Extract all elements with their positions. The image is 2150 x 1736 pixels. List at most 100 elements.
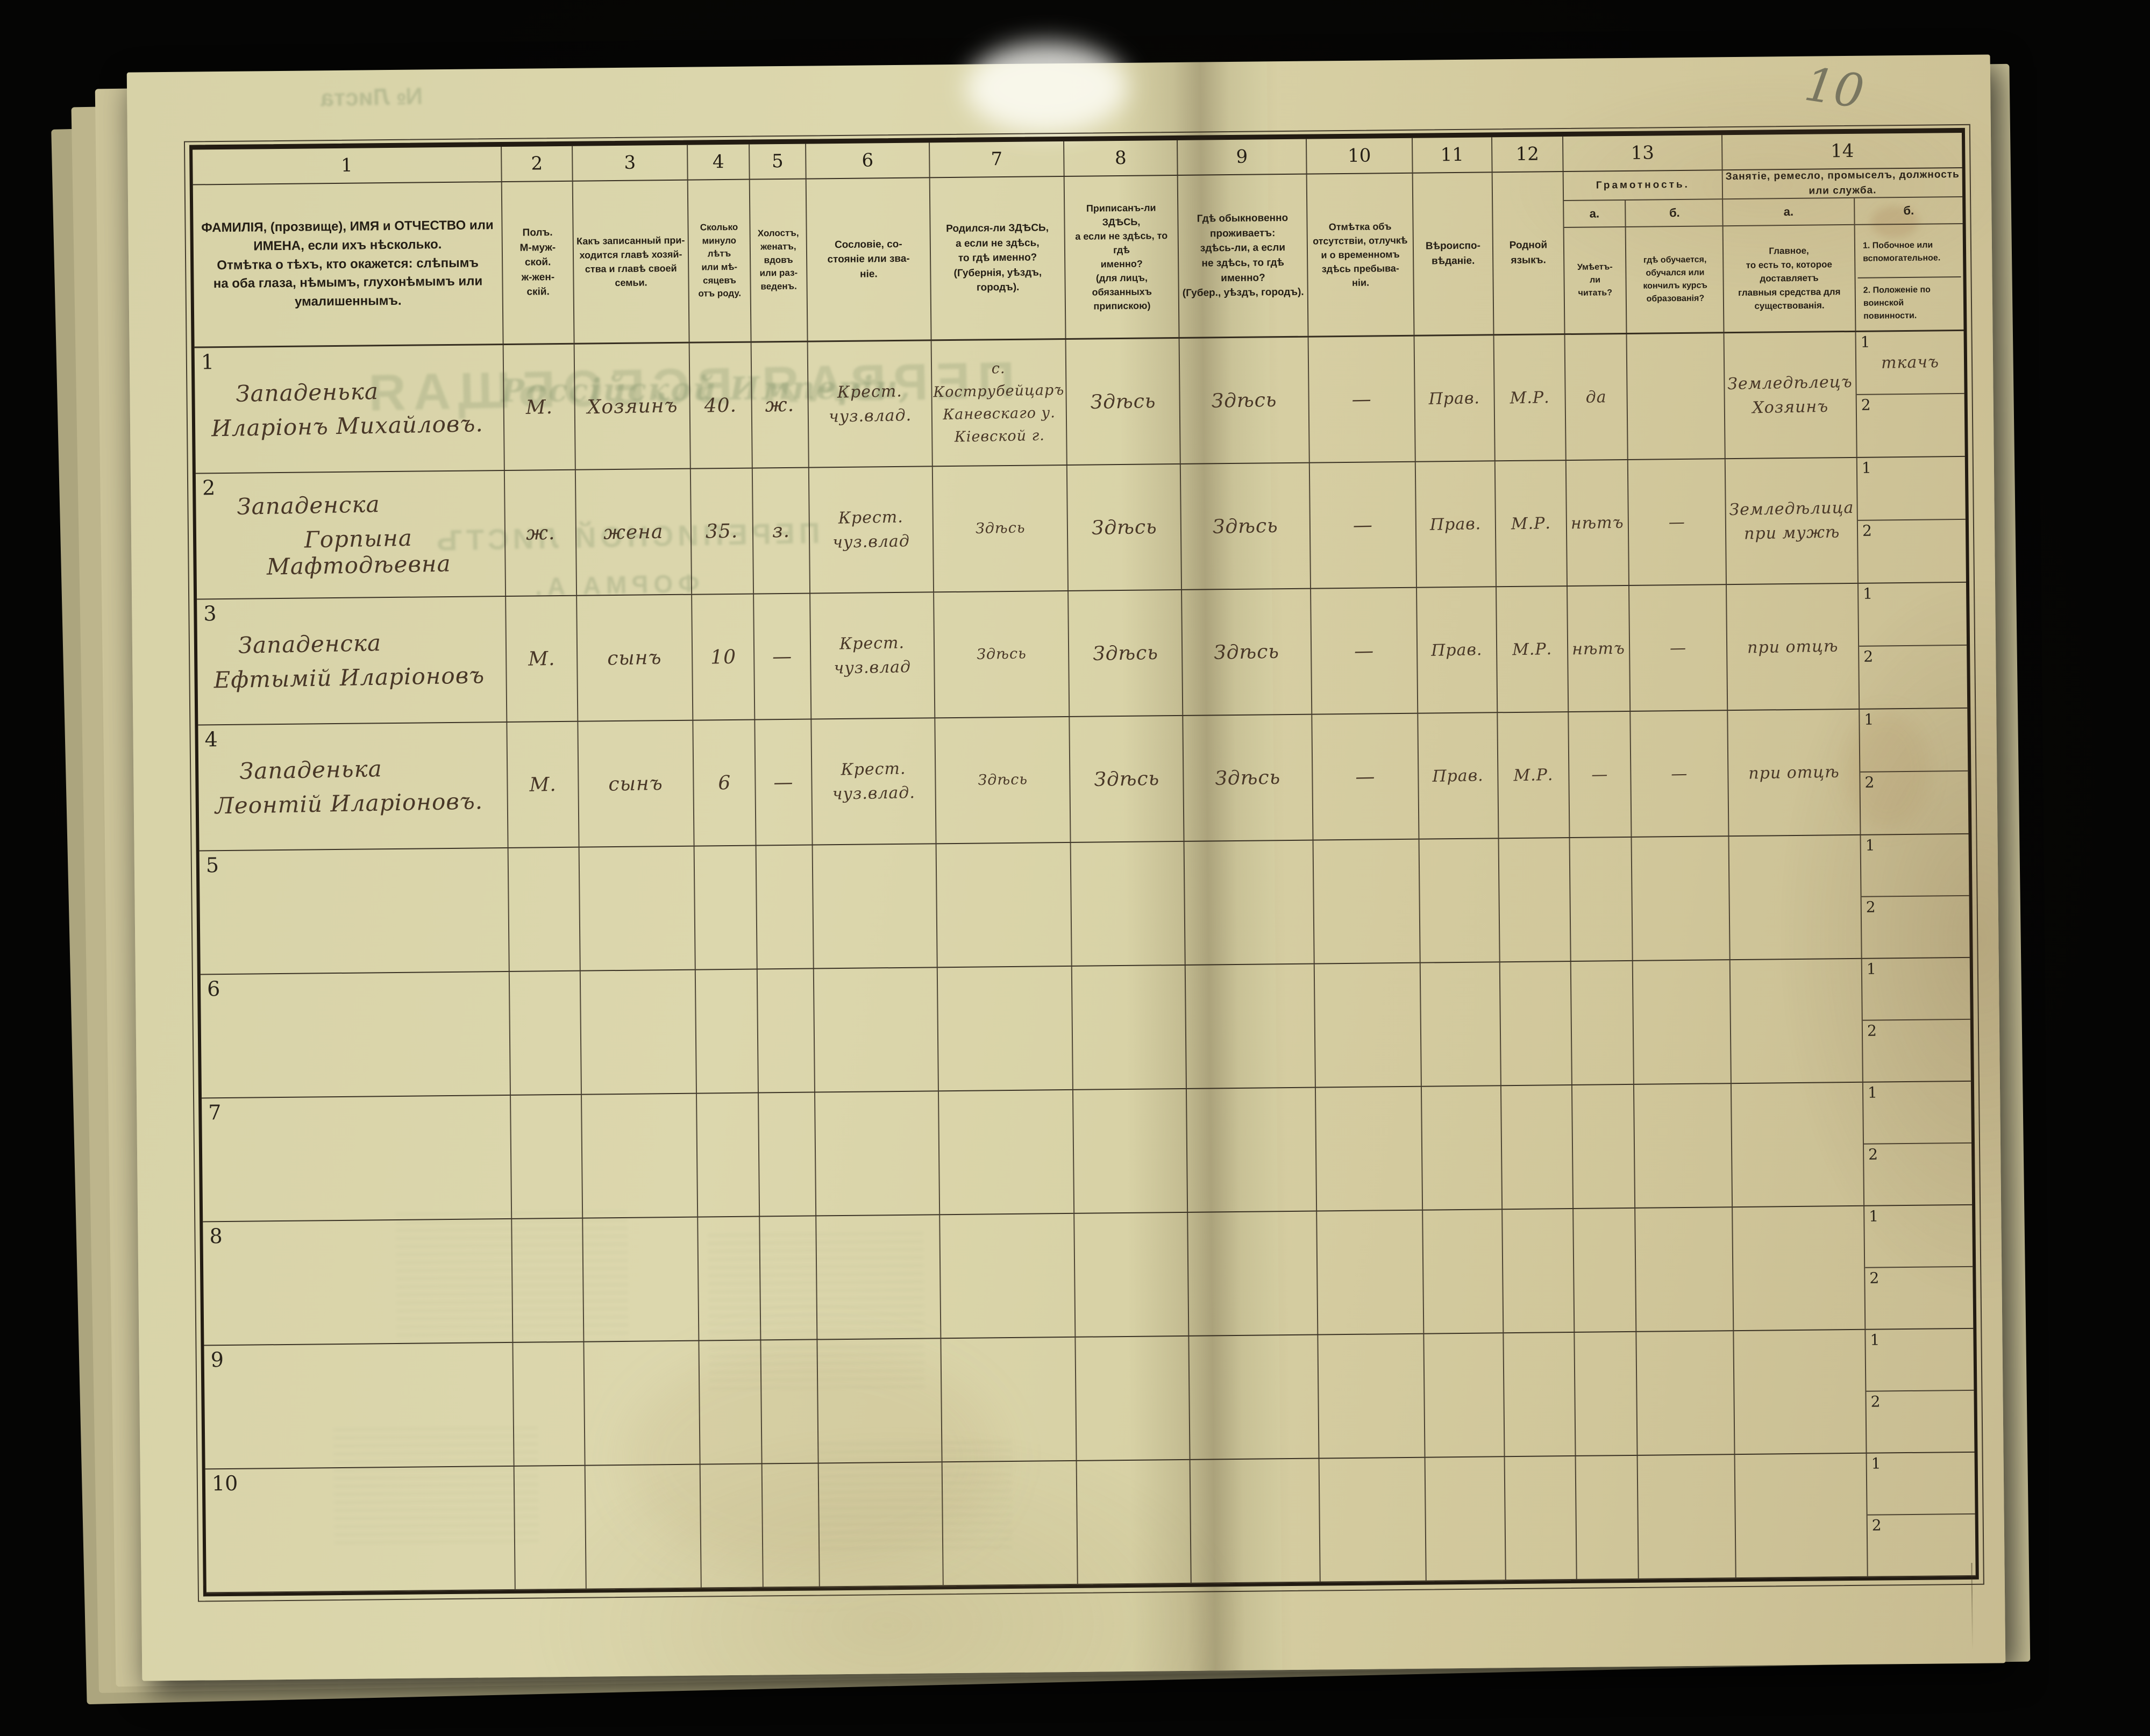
hw-given-name: Ефтымій Иларіоновъ [213,662,485,694]
cell-occupation-main [1734,1330,1867,1454]
hw-absence: — [1355,765,1376,788]
cell-occupation-main [1735,1453,1868,1578]
hw-registered: Здѣсь [1091,516,1157,539]
cell-literacy-education [1632,837,1731,960]
header-literacy-title: Грамотность. [1563,170,1722,202]
hw-sex: М. [529,773,557,796]
cell-relation [583,1217,700,1341]
table-row: 5 1 2 [199,834,1970,975]
cell-relation: сынъ [577,595,694,721]
header-occupation-b: 1. Побочное или вспомогательное. 2. Поло… [1855,224,1964,331]
cell-age [697,1093,760,1217]
header-religion: Вѣроиспо- вѣданіе. [1413,173,1494,335]
cell-language [1501,1085,1574,1209]
hw-estate: Крест. чуз.влад. [832,759,916,804]
cell-marital [756,845,814,969]
hw-religion: Прав. [1432,766,1484,786]
cell-name: 5 [199,848,510,974]
row-number: 5 [205,853,219,877]
header-marital: Холостъ, женатъ, вдовъ или раз- веденъ. [750,179,808,341]
subcell-military-status: 2 [1859,646,1967,709]
cell-estate [817,1339,943,1463]
cell-marital [757,969,815,1092]
hw-occupation: при отцѣ [1747,636,1839,658]
cell-occupation-side: 1 ткачъ 2 [1856,331,1965,457]
cell-religion [1421,1086,1503,1210]
column-number: 8 [1064,140,1178,176]
cell-registered: Здѣсь [1070,716,1185,842]
bleedthrough-text: № Листа [320,83,423,112]
cell-marital [760,1216,818,1340]
hw-registered: Здѣсь [1093,767,1160,791]
hw-reads: — [1591,765,1608,784]
hw-marital: — [772,645,793,668]
column-number: 14 [1830,140,1854,162]
cell-residence [1188,1211,1319,1335]
cell-registered [1072,965,1187,1089]
hw-religion: Прав. [1431,640,1483,660]
cell-sex [514,1466,587,1589]
hw-education: — [1668,512,1686,532]
cell-birthplace: Здѣсь [935,717,1071,844]
hw-sex: ж. [525,521,556,545]
header-literacy-a-label: а. [1564,200,1626,227]
cell-relation [585,1464,702,1589]
cell-religion [1423,1210,1504,1333]
cell-literacy-education [1635,1208,1734,1331]
cell-name: 8 [203,1219,514,1345]
cell-religion [1425,1457,1506,1581]
cell-residence [1189,1335,1320,1459]
cell-birthplace: Здѣсь [934,591,1070,718]
cell-relation [582,1094,699,1218]
row-number: 9 [210,1348,224,1372]
cell-name: 7 [202,1095,512,1221]
cell-occupation-main: при отцѣ [1727,583,1860,710]
cell-estate [815,1091,941,1216]
cell-literacy-reads [1571,961,1634,1084]
cell-registered [1073,1089,1188,1213]
hw-given-name: Леонтій Иларіоновъ. [215,788,483,819]
cell-absence [1313,839,1421,963]
cell-residence [1190,1459,1321,1583]
camera-glare [965,41,1128,134]
cell-name: 9 [204,1342,515,1469]
cell-relation: сынъ [578,720,695,847]
cell-religion: Прав. [1414,335,1496,461]
cell-birthplace: с. Кострубейцаръ Каневскаго у. Кіевской … [931,339,1067,466]
cell-registered [1074,1212,1190,1337]
cell-sex [511,1095,583,1218]
row-number: 2 [202,476,216,500]
cell-age [695,969,759,1093]
cell-religion [1419,839,1500,962]
column-number: 13 [1563,135,1723,172]
table-row: 1 Западенька Иларіонъ Михайловъ. М. Хозя… [194,331,1965,474]
cell-age: 6 [693,720,757,846]
subcell-military-status: 2 [1860,771,1968,834]
cell-registered: Здѣсь [1066,338,1181,465]
header-language: Родной языкъ. [1492,172,1565,334]
cell-birthplace [941,1337,1077,1462]
cell-relation [579,846,696,970]
hw-side-occupation: ткачъ [1881,352,1940,373]
cell-occupation-main: Земледѣлецъ Хозяинъ [1724,332,1857,459]
header-literacy-b: гдѣ обучается, обучался или кончилъ курс… [1643,255,1707,304]
header-occupation-title: Занятіе, ремесло, промыселъ, должность и… [1722,168,1963,200]
header-birthplace: Родился-ли ЗДѢСЬ, а если не здѣсь, то гд… [930,176,1066,340]
hw-registered: Здѣсь [1090,390,1156,413]
cell-name: 6 [200,971,511,1098]
hw-birthplace: с. Кострубейцаръ Каневскаго у. Кіевской … [933,360,1065,446]
header-registered: Приписанъ-ли ЗДѢСЬ, а если не здѣсь, то … [1064,175,1180,338]
hw-religion: Прав. [1429,514,1482,534]
cell-marital: — [755,719,813,845]
hw-reads: нѣтъ [1571,639,1626,659]
hw-education: — [1671,764,1688,783]
hw-absence: — [1352,513,1373,537]
cell-religion: Прав. [1418,713,1499,839]
hw-absence: — [1351,388,1372,411]
cell-residence [1185,964,1316,1088]
cell-estate [818,1462,944,1587]
header-literacy-a: Умѣетъ- ли читать? [1564,227,1627,334]
cell-residence: Здѣсь [1182,589,1313,715]
cell-marital: ж. [751,342,809,468]
cell-registered: Здѣсь [1067,464,1183,590]
